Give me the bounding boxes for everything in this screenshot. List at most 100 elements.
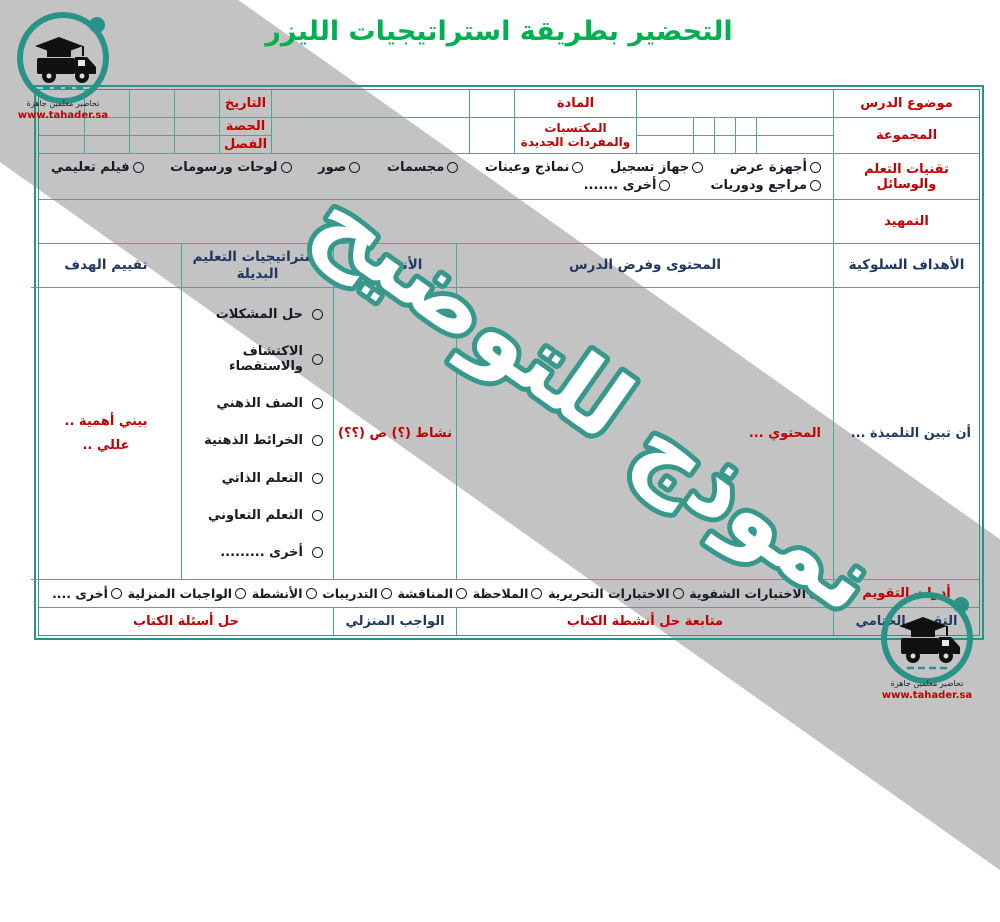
tech-options-line1: أجهزة عرض جهاز تسجيل نماذج وعينات مجسمات… xyxy=(40,160,834,175)
radio-circle-icon xyxy=(313,353,324,365)
radio-circle-icon xyxy=(810,588,821,599)
goal-eval-line1: بيني أهمية .. xyxy=(65,414,149,430)
header-activities: الأنشطة xyxy=(334,244,457,288)
prep-sheet-inner: موضوع الدرس المجموعة المادة المكتسبات وا… xyxy=(32,89,981,636)
radio-circle-icon xyxy=(313,509,324,521)
radio-circle-icon xyxy=(313,435,324,447)
goal-eval-value: بيني أهمية .. عللي .. xyxy=(32,288,182,580)
date-grid-cell xyxy=(175,90,220,118)
class-grid-cell xyxy=(175,136,220,154)
strategy-item: الاكتشاف والاستقصاء xyxy=(193,344,324,374)
strategy-item: التعلم التعاوني xyxy=(193,508,324,523)
header-strategies: استراتيجيات التعليم البديلة xyxy=(182,244,334,288)
class-label: الفصل xyxy=(220,136,272,154)
date-grid-cell xyxy=(40,90,85,118)
date-grid-cell xyxy=(85,90,130,118)
tech-option: صور xyxy=(319,160,362,175)
eval-tool-option: الاختبارات التحريرية xyxy=(549,586,685,601)
empty-cell xyxy=(694,118,715,136)
radio-circle-icon xyxy=(811,161,822,173)
empty-cell xyxy=(637,136,694,154)
logo-caption: تحاضير معلمين جاهزة xyxy=(28,99,101,108)
eval-tool-option: الأنشطة xyxy=(253,586,318,601)
eval-tools-row: أدوات التقويم الاختبارات الشفوية الاختبا… xyxy=(40,580,980,608)
empty-cell xyxy=(470,118,515,154)
tech-options-line2: مراجع ودوريات أخرى ....... xyxy=(40,178,834,193)
truck-graduation-icon xyxy=(36,37,97,83)
date-label: التاريخ xyxy=(220,90,272,118)
eval-tools-options: الاختبارات الشفوية الاختبارات التحريرية … xyxy=(40,580,834,608)
tech-label: تقنيات التعلم والوسائل xyxy=(834,154,980,199)
tech-option: مراجع ودوريات xyxy=(711,178,822,193)
logo-dot xyxy=(954,597,970,613)
group-label: المجموعة xyxy=(834,118,980,154)
radio-circle-icon xyxy=(306,588,318,599)
goal-eval-line2: عللي .. xyxy=(83,437,131,453)
logo-url: www.tahader.sa xyxy=(883,690,973,701)
final-homework: الواجب المنزلي xyxy=(334,608,457,635)
radio-circle-icon xyxy=(457,588,469,599)
tahader-logo: تحاضير معلمين جاهزة www.tahader.sa xyxy=(882,592,974,701)
date-grid-cell xyxy=(130,90,175,118)
logo-caption: تحاضير معلمين جاهزة xyxy=(892,679,965,688)
radio-circle-icon xyxy=(313,309,324,321)
tech-row: تقنيات التعلم والوسائل أجهزة عرض جهاز تس… xyxy=(40,154,980,200)
final-book-activities: متابعة حل أنشطة الكتاب xyxy=(457,608,834,635)
radio-circle-icon xyxy=(313,398,324,410)
radio-circle-icon xyxy=(313,546,324,558)
acquisitions-label: المكتسبات والمفردات الجديدة xyxy=(515,118,637,154)
radio-circle-icon xyxy=(313,472,324,484)
tech-options: أجهزة عرض جهاز تسجيل نماذج وعينات مجسمات… xyxy=(40,154,834,199)
radio-circle-icon xyxy=(448,161,460,173)
period-grid-cell xyxy=(130,118,175,136)
strategy-item: الخرائط الذهنية xyxy=(193,433,324,448)
final-book-questions: حل أسئلة الكتاب xyxy=(134,614,240,629)
empty-cell xyxy=(470,90,515,118)
class-grid-cell xyxy=(40,136,85,154)
logo-ring xyxy=(18,12,110,104)
radio-circle-icon xyxy=(236,588,248,599)
eval-tool-option: التدريبات xyxy=(323,586,393,601)
strategy-item: التعلم الذاتي xyxy=(193,471,324,486)
radio-circle-icon xyxy=(693,161,705,173)
content-value: المحتوي ... xyxy=(457,288,834,580)
activity-value: نشاط (؟) ص (؟؟) xyxy=(334,288,457,580)
acquisitions-value-cell xyxy=(272,118,470,154)
eval-tool-option: الملاحظة xyxy=(474,586,544,601)
info-section: موضوع الدرس المجموعة المادة المكتسبات وا… xyxy=(40,90,980,154)
tahader-logo: تحاضير معلمين جاهزة www.tahader.sa xyxy=(18,12,110,121)
tech-option: أخرى ....... xyxy=(585,178,672,193)
tech-option: جهاز تسجيل xyxy=(611,160,705,175)
strategy-item: الصف الذهني xyxy=(193,396,324,411)
logo-ring xyxy=(882,592,974,684)
logo-dot xyxy=(90,17,106,33)
objectives-value: أن تبين التلميذة ... xyxy=(834,288,980,580)
period-grid-cell xyxy=(175,118,220,136)
period-grid-cell xyxy=(85,118,130,136)
tech-option: نماذج وعينات xyxy=(486,160,585,175)
radio-circle-icon xyxy=(660,180,672,192)
strategy-item: حل المشكلات xyxy=(193,307,324,322)
empty-cell xyxy=(715,118,736,136)
intro-value-cell xyxy=(40,200,834,243)
empty-cell xyxy=(736,118,757,136)
lesson-subject-label: موضوع الدرس xyxy=(834,90,980,118)
lesson-subject-value-cell xyxy=(637,90,834,118)
header-goal-eval: تقييم الهدف xyxy=(32,244,182,288)
radio-circle-icon xyxy=(673,588,685,599)
strategies-list: حل المشكلات الاكتشاف والاستقصاء الصف الذ… xyxy=(182,288,334,580)
truck-graduation-icon xyxy=(900,617,961,663)
class-grid-cell xyxy=(130,136,175,154)
eval-tool-option: الواجبات المنزلية xyxy=(129,586,248,601)
tech-option: لوحات ورسومات xyxy=(171,160,293,175)
class-grid-cell xyxy=(85,136,130,154)
header-content: المحتوى وفرض الدرس xyxy=(457,244,834,288)
empty-cell xyxy=(757,136,834,154)
empty-cell xyxy=(757,118,834,136)
empty-cell xyxy=(694,136,715,154)
intro-label: التمهيد xyxy=(834,200,980,243)
prep-sheet: موضوع الدرس المجموعة المادة المكتسبات وا… xyxy=(32,85,985,640)
subject-value-cell xyxy=(272,90,470,118)
radio-circle-icon xyxy=(532,588,544,599)
